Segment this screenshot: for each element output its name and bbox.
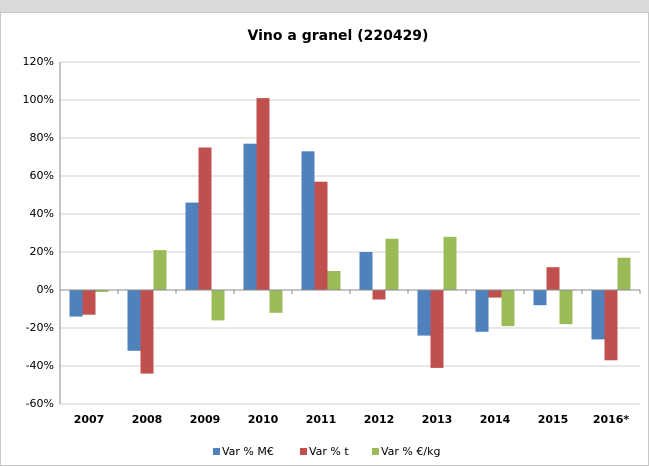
legend-label: Var % M€ [222, 445, 274, 458]
bar [256, 98, 270, 290]
bar [559, 290, 573, 325]
y-tick-label: -20% [26, 321, 54, 334]
bar [301, 151, 315, 290]
y-tick-label: 0% [37, 283, 54, 296]
bar [372, 290, 386, 300]
x-tick-label: 2008 [132, 413, 163, 426]
bar [591, 290, 605, 340]
legend-swatch [213, 448, 220, 455]
bar [269, 290, 283, 313]
bar [385, 238, 399, 290]
x-tick-label: 2009 [190, 413, 221, 426]
x-tick-label: 2010 [248, 413, 279, 426]
x-tick-label: 2012 [364, 413, 395, 426]
y-tick-label: 20% [30, 245, 54, 258]
bar [82, 290, 96, 315]
y-tick-label: 40% [30, 207, 54, 220]
x-tick-label: 2011 [306, 413, 337, 426]
chart-title: Vino a granel (220429) [248, 28, 429, 44]
bar [69, 290, 83, 317]
legend-label: Var % €/kg [381, 445, 440, 458]
y-tick-label: 60% [30, 169, 54, 182]
bar [475, 290, 489, 332]
x-tick-label: 2015 [538, 413, 569, 426]
bar [243, 143, 257, 290]
legend-label: Var % t [309, 445, 349, 458]
legend-swatch [300, 448, 307, 455]
bar [488, 290, 502, 298]
bar [501, 290, 515, 327]
bar [211, 290, 225, 321]
legend-swatch [372, 448, 379, 455]
bar [198, 147, 212, 290]
bar [443, 236, 457, 290]
y-tick-label: 120% [23, 55, 54, 68]
bar [327, 271, 341, 290]
bar [95, 290, 109, 292]
x-tick-label: 2007 [74, 413, 105, 426]
y-tick-label: -60% [26, 397, 54, 410]
bar [127, 290, 141, 351]
y-tick-label: -40% [26, 359, 54, 372]
x-tick-label: 2014 [480, 413, 511, 426]
bar [314, 181, 328, 290]
bar [140, 290, 154, 374]
bar [153, 250, 167, 290]
y-tick-label: 100% [23, 93, 54, 106]
x-tick-label: 2016* [593, 413, 630, 426]
bar [533, 290, 547, 306]
bar [359, 252, 373, 290]
bar [185, 202, 199, 290]
x-tick-label: 2013 [422, 413, 453, 426]
bar [604, 290, 618, 361]
top-band [0, 0, 649, 12]
bar [417, 290, 431, 336]
bar [617, 257, 631, 290]
bar [546, 267, 560, 290]
y-tick-label: 80% [30, 131, 54, 144]
bar [430, 290, 444, 368]
